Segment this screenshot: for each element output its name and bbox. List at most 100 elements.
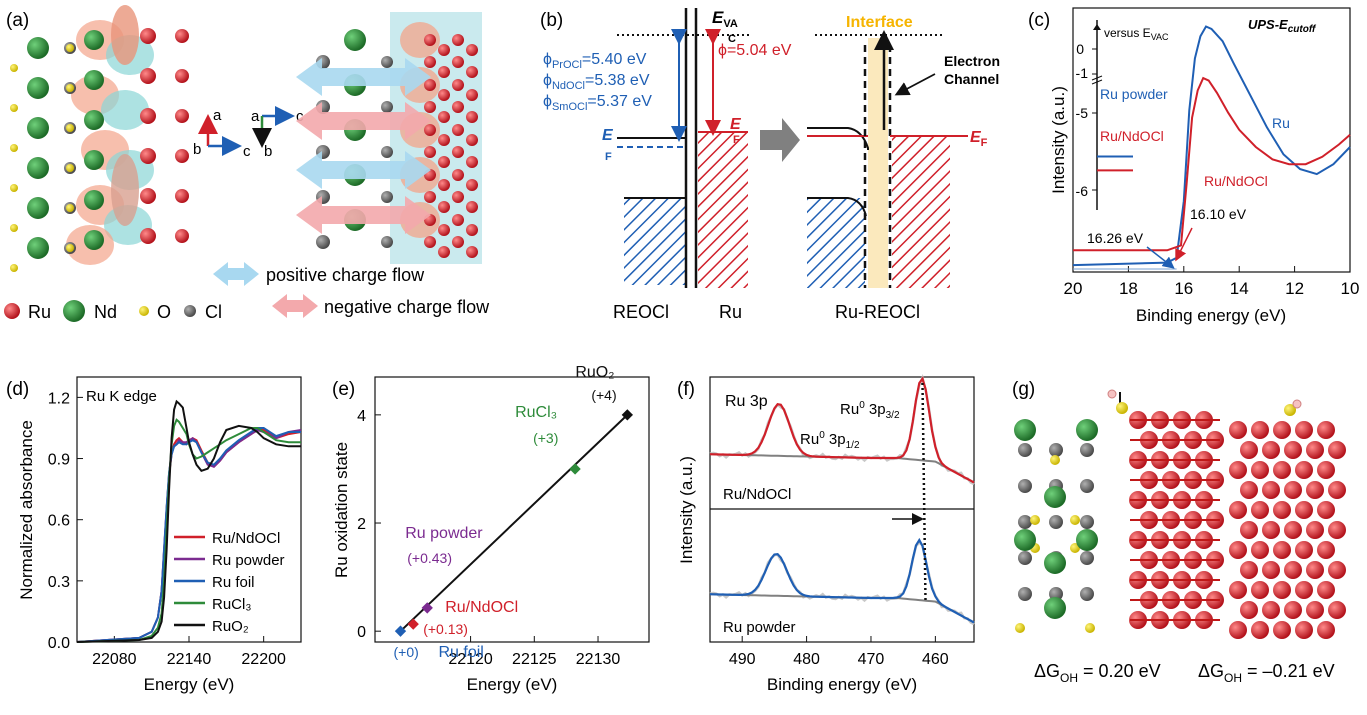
x-tick-label: 10 (1341, 279, 1360, 298)
ru-atom (1273, 461, 1291, 479)
ru-atom (1317, 461, 1335, 479)
ups-series (1072, 25, 1351, 270)
o-atom (10, 224, 18, 232)
junction-ru-states (892, 136, 950, 288)
nd-atom (84, 30, 104, 50)
o-atom (10, 264, 18, 272)
ru-atom (1262, 441, 1280, 459)
ru-atom (466, 246, 478, 258)
cl-atom (1018, 515, 1032, 529)
nd-atom-icon (63, 300, 85, 322)
ru-atom (1273, 421, 1291, 439)
y-tick-label: 2 (357, 516, 366, 533)
dg-right-label: ΔGOH = –0.21 eV (1198, 661, 1335, 685)
dg-left-label: ΔGOH = 0.20 eV (1034, 661, 1161, 685)
ups-x-axis-label: Binding energy (eV) (1136, 306, 1286, 325)
point-value-label: (+0.13) (423, 621, 468, 637)
o-atom (10, 184, 18, 192)
ru-atom (1240, 601, 1258, 619)
nd-atom (84, 110, 104, 130)
ru-atom (140, 148, 156, 164)
o-atom (1070, 515, 1080, 525)
adsorbed-o (1116, 402, 1128, 414)
interface-label: Interface (846, 14, 913, 31)
nd-atom (1076, 529, 1098, 551)
o-atom-icon (139, 306, 149, 316)
xanes-series (76, 399, 302, 643)
x-tick-label: 22130 (576, 651, 621, 668)
o-atom (66, 44, 74, 52)
axis-b-label-left: b (193, 141, 201, 158)
o-atom (66, 244, 74, 252)
inset-tick-0: 0 (1076, 41, 1084, 57)
ru-atom (466, 134, 478, 146)
ru-atom (1328, 561, 1346, 579)
cl-atom (1080, 515, 1094, 529)
ru-atom (466, 66, 478, 78)
panel-a-label: (a) (6, 10, 29, 31)
ru-atom (466, 224, 478, 236)
fit-line-ru-powder (709, 537, 975, 624)
o-atom (10, 64, 18, 72)
o-atom (10, 144, 18, 152)
ru-atom (1251, 461, 1269, 479)
ru-atom (452, 34, 464, 46)
axes-indicator-left: a b c (193, 107, 251, 160)
axis-b-label-right: b (264, 143, 272, 160)
inset-tick-2: -5 (1076, 105, 1089, 121)
adsorbed-h (1292, 399, 1302, 409)
reocl-valence-band (624, 198, 686, 285)
charge-density-blob (400, 22, 440, 58)
ef-reocl-label: E (602, 127, 614, 144)
xanes-ticks: 22080 22140 22200 0.0 0.3 0.6 0.9 1.2 (48, 390, 286, 668)
inset-tick-1: -1 (1076, 65, 1089, 81)
nd-atom (1014, 419, 1036, 441)
ef-reocl-sub: F (605, 151, 612, 163)
ru-atom (1328, 481, 1346, 499)
x-tick-label: 22080 (92, 651, 137, 668)
nd-atom (27, 157, 49, 179)
ru-atom (1229, 501, 1247, 519)
channel-label-2: Channel (944, 71, 999, 87)
ru-atom (452, 56, 464, 68)
ru-atom (1295, 501, 1313, 519)
ru-atom (452, 101, 464, 113)
point-name-label: RuCl₃ (515, 404, 557, 421)
y-tick-label: 0.9 (48, 452, 70, 469)
atom-o-label: O (157, 302, 171, 322)
cl-atom (1080, 443, 1094, 457)
ru-atom (1295, 621, 1313, 639)
charge-density-blob (111, 154, 139, 226)
ru-atom (438, 156, 450, 168)
series-line-ruo- (76, 399, 301, 643)
ru-atom (452, 236, 464, 248)
nd-atom (1044, 486, 1066, 508)
panel-b: (b) EVA C E F ϕPrOCl=5.40 eV ϕNdOCl=5.38… (540, 8, 1000, 322)
cl-atom (1018, 479, 1032, 493)
positive-flow-label: positive charge flow (266, 265, 425, 285)
ru-atom (1295, 421, 1313, 439)
data-point-ru-powder (421, 602, 433, 614)
cl-atom (316, 235, 330, 249)
xps-peak-label-p12: Ru0 3p1/2 (800, 430, 860, 451)
ef-ru-sub: F (733, 134, 740, 146)
cl-atom (381, 101, 393, 113)
ru-atom (438, 179, 450, 191)
evac-label: EVA (712, 8, 738, 30)
inset-tick-3: -6 (1076, 183, 1089, 199)
o-atom (1085, 623, 1095, 633)
structure-ru-slab (1229, 399, 1346, 639)
ru-atom (175, 229, 189, 243)
inset-y-label: versus EVAC (1104, 26, 1169, 42)
phi-ru-label: ϕ=5.04 eV (718, 42, 792, 59)
oxidation-ticks: 22120 22125 22130 0 2 4 (357, 408, 620, 668)
xps-y-axis-label: Intensity (a.u.) (677, 456, 696, 564)
inset-arrow-icon (1093, 24, 1101, 30)
x-tick-label: 22120 (448, 651, 493, 668)
cutoff-ndocl-arrow (1175, 227, 1193, 262)
ru-atom (140, 108, 156, 124)
label-ru: Ru (719, 302, 742, 322)
o-atom (10, 104, 18, 112)
ru-atom (1317, 421, 1335, 439)
